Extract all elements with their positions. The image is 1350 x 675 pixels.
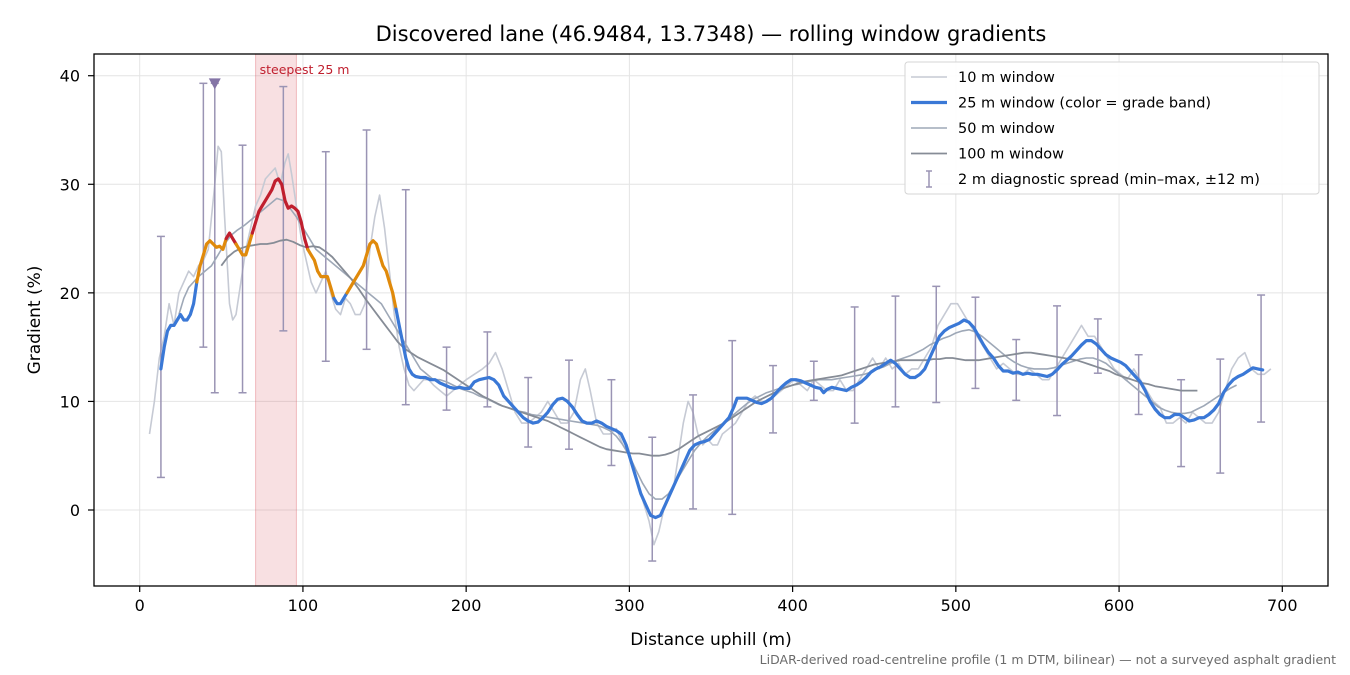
y-tick-label: 40: [60, 67, 80, 86]
series-100m-window: [220, 238, 1198, 457]
x-tick-label: 0: [135, 596, 145, 615]
x-tick-label: 300: [614, 596, 645, 615]
y-tick-label: 0: [70, 501, 80, 520]
series-segment: [250, 177, 310, 251]
series-10m-window: [148, 145, 1272, 546]
x-tick-label: 400: [777, 596, 808, 615]
series-segment: [234, 231, 254, 257]
series-25m-window: [159, 177, 1265, 520]
series-segment: [306, 247, 336, 300]
max-marker: [208, 78, 221, 90]
x-tick-label: 200: [451, 596, 482, 615]
x-axis-label: Distance uphill (m): [630, 630, 791, 650]
series-segment: [195, 237, 228, 284]
series-segment: [159, 280, 199, 371]
legend: 10 m window 25 m window (color = grade ba…: [904, 61, 1320, 195]
legend-label: 50 m window: [958, 121, 1055, 137]
legend-box: [904, 61, 1320, 195]
y-tick-label: 20: [60, 284, 80, 303]
series-group: [148, 82, 1272, 562]
x-tick-label: 700: [1267, 596, 1298, 615]
y-tick-label: 10: [60, 392, 80, 411]
chart-title: Discovered lane (46.9484, 13.7348) — rol…: [376, 22, 1047, 46]
marker-group: [208, 78, 221, 90]
steepest-label: steepest 25 m: [260, 62, 350, 77]
legend-label: 100 m window: [958, 147, 1064, 163]
y-axis-label: Gradient (%): [25, 266, 45, 375]
series-segment: [332, 291, 349, 306]
series-segment: [345, 239, 398, 311]
ticks: 0 100 200 300 400 500 600 700 0 10 20 30 40: [60, 67, 1298, 615]
series-segment: [394, 307, 1265, 520]
legend-label: 2 m diagnostic spread (min–max, ±12 m): [958, 172, 1260, 188]
legend-label: 25 m window (color = grade band): [958, 96, 1211, 112]
steepest-highlight: steepest 25 m: [255, 53, 350, 587]
plot-frame: [93, 53, 1329, 587]
x-tick-label: 100: [288, 596, 319, 615]
x-tick-label: 500: [941, 596, 972, 615]
steepest-band: [255, 53, 297, 587]
legend-label: 10 m window: [958, 70, 1055, 86]
x-tick-label: 600: [1104, 596, 1135, 615]
footnote: LiDAR-derived road-centreline profile (1…: [760, 652, 1336, 667]
series-segment: [224, 231, 238, 246]
y-tick-label: 30: [60, 175, 80, 194]
